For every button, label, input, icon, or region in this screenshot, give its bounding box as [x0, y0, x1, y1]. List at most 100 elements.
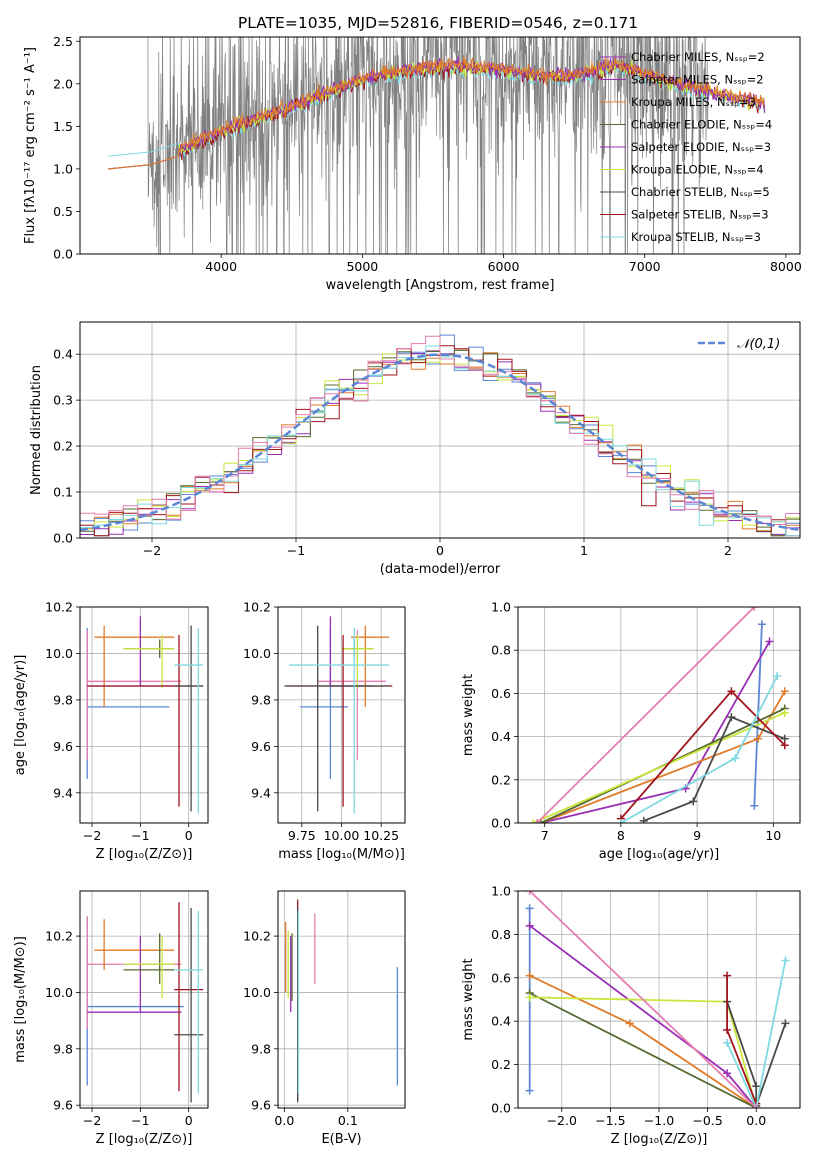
- x-tick-label: 10: [765, 828, 781, 843]
- y-tick-label: 9.6: [53, 739, 73, 754]
- series-marker: [781, 956, 790, 965]
- x-tick-label: −1.0: [644, 1113, 674, 1128]
- axes-frame: [79, 890, 209, 1109]
- data-spectrum: [147, 37, 709, 254]
- y-tick-label: 9.6: [251, 1098, 271, 1113]
- x-tick-label: −1: [131, 828, 149, 843]
- series-marker: [689, 797, 698, 806]
- x-axis-label: Z [log₁₀(Z/Z⊙)]: [611, 1132, 708, 1147]
- series-marker: [616, 819, 625, 823]
- panel-mass_weight_vs_Z: −2.0 −1.5 −1.0 −0.5 0.0 0.0 0.2 0.4 0.6 0.8 1.0 Z […: [461, 884, 801, 1147]
- errorbar-point: [341, 634, 374, 689]
- panel-spectrum: 4000 5000 6000 7000 8000 0.0 0.5 1.0 1.5 2.0 2.5 wa…: [23, 34, 802, 293]
- y-tick-label: 9.4: [251, 785, 271, 800]
- x-axis-label: age [log₁₀(age/yr)]: [599, 847, 720, 862]
- y-tick-label: 1.0: [53, 161, 73, 176]
- series-marker: [773, 672, 782, 681]
- legend-entry: Kroupa STELIB, Nₛₛₚ=3: [631, 230, 761, 244]
- y-axis-label: Flux [fλ10⁻¹⁷ erg cm⁻² s⁻¹ A⁻¹]: [23, 47, 38, 244]
- plot-area: [278, 607, 405, 823]
- plot-area: [80, 322, 800, 538]
- series-marker: [723, 1038, 732, 1047]
- legend-entry: Kroupa ELODIE, Nₛₛₚ=4: [631, 163, 764, 177]
- series-marker: [723, 1069, 732, 1078]
- axes-frame: [277, 606, 406, 824]
- plot-area: [80, 891, 208, 1108]
- series-marker: [525, 921, 534, 930]
- series-line: [529, 924, 757, 1108]
- series-marker: [529, 819, 538, 823]
- x-tick-label: 10.25: [363, 828, 399, 843]
- y-tick-label: 0.8: [491, 927, 511, 942]
- y-tick-label: 9.8: [251, 692, 271, 707]
- x-tick-label: 0.1: [338, 1113, 358, 1128]
- axes-frame: [79, 606, 209, 824]
- y-tick-label: 9.4: [53, 785, 73, 800]
- plot-area: [108, 37, 766, 254]
- weight-series: [536, 637, 774, 823]
- x-axis-label: mass [log₁₀(M/M⊙)]: [278, 847, 405, 862]
- x-tick-label: 0.0: [746, 1113, 766, 1128]
- panel-mass_vs_ebv: 0.0 0.1 9.6 9.8 10.0 10.2 E(B-V): [243, 890, 406, 1147]
- panel-mass_weight_vs_age: 7 8 9 10 0.0 0.2 0.4 0.6 0.8 1.0 age [log₁₀(age/yr…: [461, 600, 801, 862]
- errorbar-point: [174, 910, 204, 1094]
- errorbar-point: [86, 916, 184, 1086]
- y-tick-label: 0.3: [53, 393, 73, 408]
- figure-title: PLATE=1035, MJD=52816, FIBERID=0546, z=0…: [238, 14, 638, 32]
- panels: 4000 5000 6000 7000 80000.00.51.01.52.02.5wa…: [13, 34, 802, 1147]
- y-tick-label: 0.0: [491, 1101, 511, 1116]
- y-tick-label: 9.8: [53, 692, 73, 707]
- series-marker: [525, 891, 534, 895]
- x-tick-label: −2: [143, 543, 161, 558]
- y-axis-label: age [log₁₀(age/yr)]: [13, 655, 28, 776]
- series-marker: [533, 819, 542, 823]
- series-line: [529, 992, 757, 1108]
- y-tick-label: 0.2: [491, 772, 511, 787]
- x-axis-label: (data-model)/error: [380, 562, 501, 577]
- series-marker: [727, 713, 736, 722]
- errorbar-point: [87, 936, 182, 1013]
- axes-frame: [517, 606, 801, 824]
- histogram-series: [80, 353, 800, 532]
- legend-entry: Chabrier MILES, Nₛₛₚ=2: [631, 50, 765, 64]
- series-marker: [723, 971, 732, 980]
- errorbar-point: [300, 627, 348, 779]
- errorbar-point: [87, 616, 182, 687]
- plot-area: [278, 891, 405, 1108]
- y-tick-label: 9.6: [53, 1098, 73, 1113]
- x-axis-label: Z [log₁₀(Z/Z⊙)]: [96, 847, 193, 862]
- y-tick-label: 9.8: [53, 1041, 73, 1056]
- y-tick-label: 2.0: [53, 76, 73, 91]
- x-tick-label: 7: [541, 828, 549, 843]
- x-tick-label: −2: [83, 1113, 101, 1128]
- y-tick-label: 0.5: [53, 204, 73, 219]
- y-axis-label: Normed distribution: [29, 365, 44, 495]
- series-line: [529, 891, 757, 1108]
- x-tick-label: 6000: [488, 259, 520, 274]
- weight-series: [525, 971, 761, 1108]
- panel-age_vs_Z: −2 −1 0 9.4 9.6 9.8 10.0 10.2 Z [log₁₀(Z/Z⊙)] age…: [13, 600, 209, 862]
- y-tick-label: 10.0: [243, 985, 271, 1000]
- legend-entry: 𝒩(0,1): [737, 337, 780, 352]
- histogram-series: [80, 335, 800, 525]
- errorbar-point: [94, 625, 175, 707]
- axes-frame: [79, 36, 801, 255]
- x-tick-label: 1: [580, 543, 588, 558]
- y-tick-label: 10.0: [243, 646, 271, 661]
- errorbar-point: [289, 627, 390, 814]
- y-axis-label: mass weight: [461, 674, 476, 756]
- legend-entry: Chabrier ELODIE, Nₛₛₚ=4: [631, 118, 772, 132]
- y-tick-label: 10.2: [243, 929, 271, 944]
- x-tick-label: 9.75: [288, 828, 316, 843]
- weight-series: [723, 971, 761, 1108]
- y-tick-label: 0.8: [491, 643, 511, 658]
- x-tick-label: 0.0: [274, 1113, 294, 1128]
- y-tick-label: 9.6: [251, 739, 271, 754]
- series-marker: [723, 1025, 732, 1034]
- x-tick-label: −2.0: [547, 1113, 577, 1128]
- series-line: [536, 607, 755, 823]
- plot-area: [80, 607, 208, 823]
- legend-entry: Salpeter MILES, Nₛₛₚ=2: [631, 73, 764, 87]
- legend: Chabrier MILES, Nₛₛₚ=2 Salpeter MILES, Nₛ…: [600, 50, 772, 244]
- errorbar-point: [86, 630, 182, 761]
